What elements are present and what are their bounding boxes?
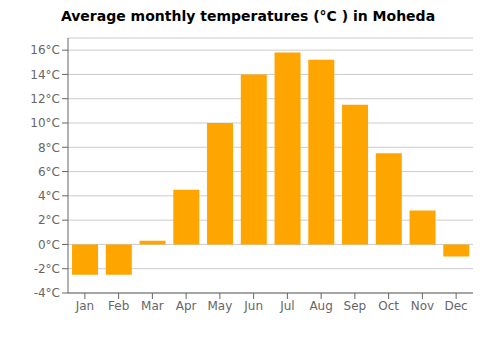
svg-text:Sep: Sep [344, 299, 367, 313]
svg-text:10°C: 10°C [30, 116, 60, 130]
svg-text:Oct: Oct [378, 299, 399, 313]
svg-text:Jun: Jun [243, 299, 263, 313]
svg-text:Dec: Dec [445, 299, 468, 313]
html-text:Average monthly temperatures (: Average monthly temperatures (°C ) in Mo… [60, 8, 436, 24]
svg-text:Apr: Apr [176, 299, 197, 313]
svg-text:-4°C: -4°C [34, 286, 60, 300]
svg-text:0°C: 0°C [38, 238, 60, 252]
svg-text:12°C: 12°C [30, 92, 60, 106]
svg-text:16°C: 16°C [30, 43, 60, 57]
svg-text:Jan: Jan [75, 299, 95, 313]
svg-text:Jul: Jul [279, 299, 294, 313]
svg-text:Nov: Nov [411, 299, 434, 313]
svg-text:Mar: Mar [141, 299, 164, 313]
svg-text:Feb: Feb [108, 299, 129, 313]
svg-text:4°C: 4°C [38, 189, 60, 203]
svg-text:8°C: 8°C [38, 141, 60, 155]
svg-text:14°C: 14°C [30, 68, 60, 82]
svg-text:2°C: 2°C [38, 213, 60, 227]
svg-text:-2°C: -2°C [34, 262, 60, 276]
svg-text:Aug: Aug [309, 299, 332, 313]
svg-text:6°C: 6°C [38, 165, 60, 179]
svg-text:May: May [207, 299, 232, 313]
